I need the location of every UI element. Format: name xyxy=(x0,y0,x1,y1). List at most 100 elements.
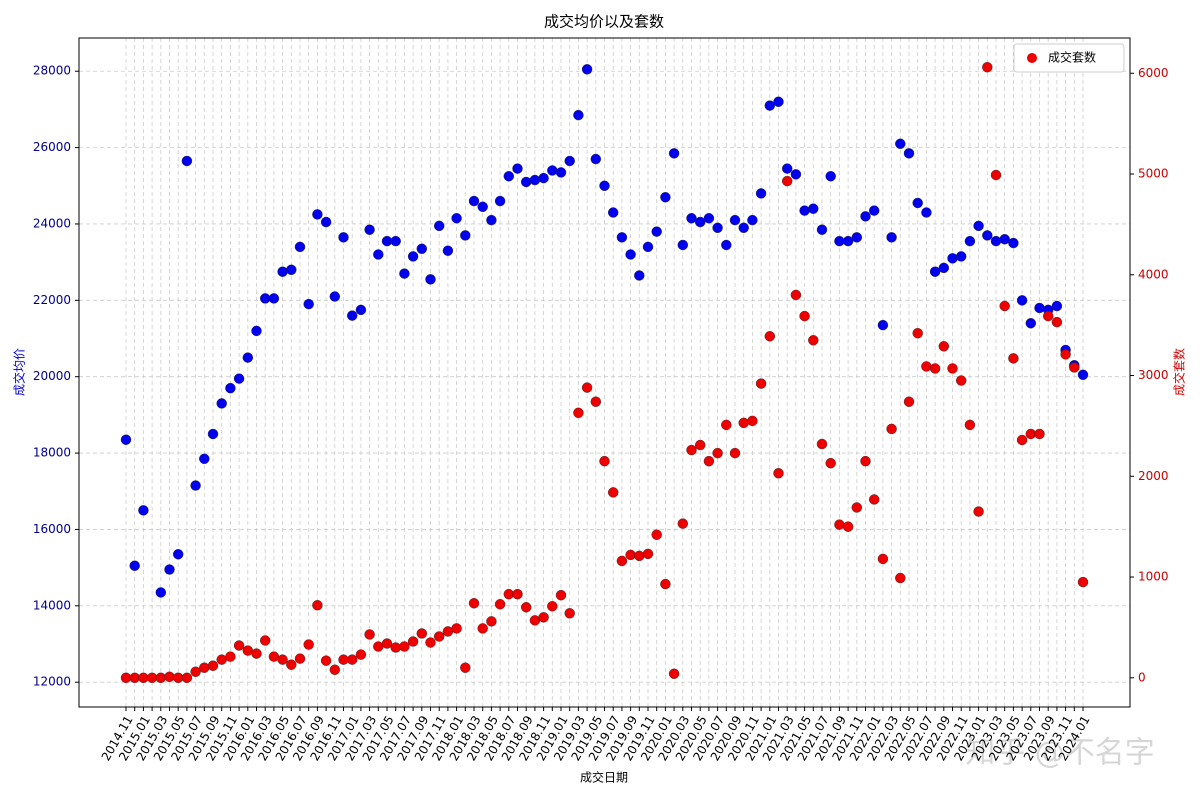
point xyxy=(668,668,680,679)
y2-tick-label: 4000 xyxy=(1138,267,1169,281)
point xyxy=(877,319,889,331)
y-tick-label: 18000 xyxy=(33,446,71,460)
point xyxy=(477,623,488,634)
point xyxy=(416,628,427,639)
point xyxy=(712,222,723,233)
point xyxy=(242,352,254,363)
point xyxy=(216,398,227,409)
point xyxy=(747,415,758,427)
point xyxy=(721,419,732,431)
point xyxy=(573,109,584,121)
point xyxy=(1077,576,1089,588)
point xyxy=(590,153,601,165)
point xyxy=(764,100,775,111)
point xyxy=(277,266,288,277)
point xyxy=(190,666,201,677)
point xyxy=(294,653,306,664)
point xyxy=(686,444,697,456)
point xyxy=(207,660,219,671)
point xyxy=(764,331,775,342)
point xyxy=(808,203,819,214)
point xyxy=(755,188,767,199)
point xyxy=(895,572,906,584)
point xyxy=(381,235,393,247)
point xyxy=(947,253,958,264)
point xyxy=(973,506,984,517)
point xyxy=(190,480,201,491)
point xyxy=(538,172,549,184)
point xyxy=(747,214,758,226)
point xyxy=(399,268,410,279)
legend-marker xyxy=(1027,53,1037,63)
point xyxy=(773,96,784,107)
point xyxy=(895,138,906,149)
point xyxy=(390,235,401,247)
point xyxy=(268,293,280,304)
point xyxy=(625,549,636,561)
point xyxy=(1051,300,1063,312)
point xyxy=(494,599,506,610)
point xyxy=(181,155,193,167)
point xyxy=(590,396,601,407)
point xyxy=(1034,428,1045,440)
point xyxy=(616,555,628,567)
point xyxy=(460,662,471,673)
point xyxy=(990,235,1002,247)
legend-label: 成交套数 xyxy=(1048,50,1096,65)
point xyxy=(512,163,523,174)
plot-frame xyxy=(78,37,1131,708)
point xyxy=(338,232,349,243)
point xyxy=(251,648,262,659)
point xyxy=(869,205,880,216)
point xyxy=(877,553,889,565)
point xyxy=(1051,316,1063,328)
point xyxy=(373,641,384,652)
point xyxy=(808,335,819,346)
point xyxy=(1069,362,1080,373)
point xyxy=(486,616,497,627)
y2-axis-label: 成交套数 xyxy=(1172,348,1187,396)
point xyxy=(216,654,227,665)
point xyxy=(164,564,175,575)
point xyxy=(834,519,845,530)
point xyxy=(642,241,654,253)
point xyxy=(199,662,210,673)
point xyxy=(816,438,828,450)
point xyxy=(973,220,984,232)
point xyxy=(442,626,454,637)
point xyxy=(773,468,784,479)
point xyxy=(695,216,706,228)
point xyxy=(608,207,619,218)
point xyxy=(425,274,436,285)
point xyxy=(138,505,149,516)
point xyxy=(251,325,262,337)
point xyxy=(1025,318,1037,329)
point xyxy=(790,169,802,180)
point xyxy=(381,638,393,649)
point xyxy=(677,518,688,529)
point xyxy=(286,264,297,275)
point xyxy=(225,382,236,394)
point xyxy=(573,407,584,419)
point xyxy=(355,649,367,660)
point xyxy=(521,602,532,613)
point xyxy=(512,588,523,600)
point xyxy=(199,453,210,464)
point xyxy=(799,205,810,216)
point xyxy=(651,529,662,540)
point xyxy=(686,213,697,224)
y-tick-label: 14000 xyxy=(33,598,71,612)
point xyxy=(616,232,628,243)
point xyxy=(947,363,958,374)
point xyxy=(233,640,245,651)
point xyxy=(886,423,897,435)
point xyxy=(660,192,671,203)
point xyxy=(842,235,854,247)
y2-tick-label: 5000 xyxy=(1138,167,1169,181)
point xyxy=(320,655,332,666)
point xyxy=(860,211,871,222)
legend-box xyxy=(1013,43,1125,73)
point xyxy=(982,62,993,73)
point xyxy=(364,224,375,235)
